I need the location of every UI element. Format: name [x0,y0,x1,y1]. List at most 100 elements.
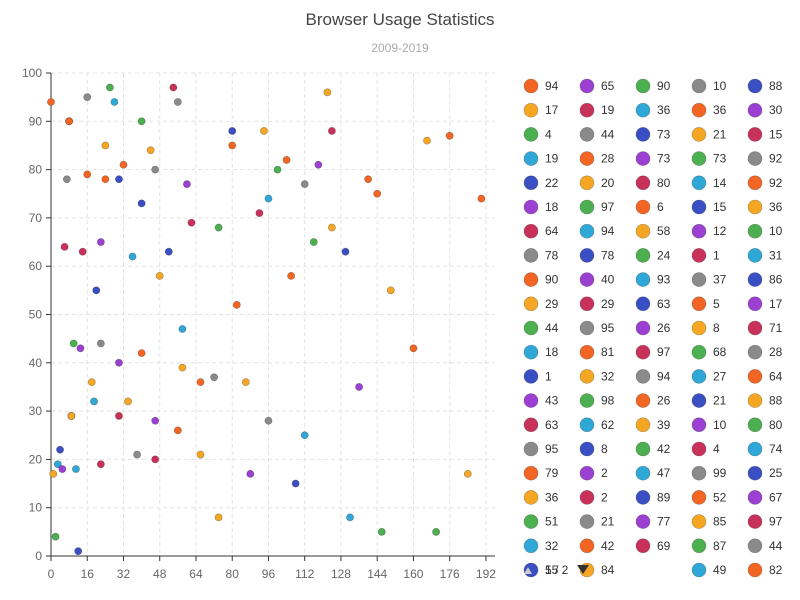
scatter-point[interactable] [309,238,318,246]
scatter-point[interactable] [273,165,282,174]
legend-item[interactable]: 58 [635,223,671,239]
legend-item[interactable]: 67 [747,490,783,505]
scatter-point[interactable] [87,378,96,387]
scatter-point[interactable] [146,146,155,155]
legend-item[interactable]: 92 [747,175,783,191]
legend-item[interactable]: 80 [747,417,783,433]
legend-item[interactable]: 12 [691,223,727,239]
scatter-point[interactable] [255,209,264,217]
legend-item[interactable]: 2 [579,490,608,505]
legend-item[interactable]: 26 [635,320,671,336]
legend-item[interactable]: 44 [523,320,559,336]
scatter-point[interactable] [264,194,273,203]
scatter-point[interactable] [314,160,323,169]
legend-item[interactable]: 79 [523,465,559,481]
scatter-point[interactable] [287,271,296,280]
scatter-point[interactable] [49,469,58,478]
legend-item[interactable]: 68 [691,344,727,360]
scatter-point[interactable] [432,527,441,536]
legend-item[interactable]: 20 [579,175,615,191]
legend-item[interactable]: 28 [747,344,783,360]
legend-item[interactable]: 98 [579,393,615,408]
scatter-point[interactable] [300,431,309,440]
legend-item[interactable]: 6 [635,199,664,215]
legend-item[interactable]: 81 [579,344,615,360]
triangle-up-icon[interactable] [524,567,532,574]
scatter-point[interactable] [282,156,291,164]
scatter-point[interactable] [56,445,64,454]
scatter-point[interactable] [187,218,196,227]
legend-item[interactable]: 4 [523,127,552,142]
legend-item[interactable]: 52 [691,490,727,505]
scatter-point[interactable] [246,469,255,478]
scatter-point[interactable] [96,238,105,246]
scatter-point[interactable] [105,83,114,92]
legend-item[interactable]: 17 [747,296,783,312]
scatter-point[interactable] [65,117,74,126]
scatter-point[interactable] [137,117,146,126]
legend-item[interactable]: 30 [747,102,783,118]
legend-item[interactable]: 82 [747,562,783,578]
scatter-point[interactable] [445,131,454,140]
legend-item[interactable]: 15 [747,127,783,142]
legend-item[interactable]: 73 [691,151,727,166]
scatter-point[interactable] [96,339,105,348]
legend-item[interactable]: 89 [635,490,671,505]
legend-item[interactable]: 63 [635,296,671,312]
legend-pager[interactable]: 1 / 2 [524,563,589,577]
scatter-point[interactable] [228,127,237,135]
scatter-point[interactable] [164,247,173,256]
scatter-point[interactable] [477,194,486,203]
scatter-point[interactable] [110,98,119,106]
legend-item[interactable]: 94 [579,223,615,239]
legend-item[interactable]: 24 [635,248,671,263]
scatter-point[interactable] [128,252,137,261]
legend-item[interactable]: 28 [579,151,615,166]
scatter-point[interactable] [53,460,62,469]
legend-item[interactable]: 36 [747,199,783,215]
legend-item[interactable]: 18 [523,344,559,360]
legend-item[interactable]: 94 [635,369,671,384]
scatter-point[interactable] [214,223,223,232]
legend-item[interactable]: 95 [579,320,615,336]
scatter-point[interactable] [78,247,87,256]
legend-item[interactable]: 42 [579,538,615,554]
legend-item[interactable]: 77 [635,514,671,529]
legend-item[interactable]: 90 [523,272,559,287]
legend-item[interactable]: 64 [523,223,559,239]
scatter-point[interactable] [260,127,268,135]
legend-item[interactable]: 29 [579,296,615,312]
legend-item[interactable]: 36 [523,490,559,505]
legend-item[interactable]: 42 [635,441,671,457]
legend-item[interactable]: 93 [635,272,671,287]
legend-item[interactable]: 78 [523,248,559,263]
scatter-point[interactable] [69,339,78,348]
legend-item[interactable]: 73 [635,151,671,166]
scatter-point[interactable] [76,344,85,353]
scatter-point[interactable] [327,223,336,232]
legend-item[interactable]: 78 [579,248,615,263]
legend-item[interactable]: 39 [635,417,671,433]
scatter-point[interactable] [173,426,182,435]
scatter-point[interactable] [196,378,205,387]
legend-item[interactable]: 62 [579,417,615,433]
scatter-point[interactable] [264,416,273,425]
legend-item[interactable]: 32 [579,369,615,384]
legend-item[interactable]: 31 [747,248,783,263]
legend-item[interactable]: 90 [635,78,671,94]
legend-item[interactable]: 10 [691,417,727,433]
legend-item[interactable]: 64 [747,369,783,384]
scatter-point[interactable] [373,189,382,198]
scatter-point[interactable] [228,141,237,150]
legend-item[interactable]: 86 [747,272,783,287]
scatter-point[interactable] [463,469,472,478]
legend-item[interactable]: 21 [579,514,615,529]
scatter-point[interactable] [232,300,241,309]
legend-item[interactable]: 88 [747,78,783,94]
legend-item[interactable]: 43 [523,393,559,408]
scatter-point[interactable] [341,247,350,256]
scatter-point[interactable] [133,450,141,459]
legend-item[interactable]: 1 [691,248,720,263]
scatter-point[interactable] [327,127,336,135]
scatter-point[interactable] [58,465,67,473]
